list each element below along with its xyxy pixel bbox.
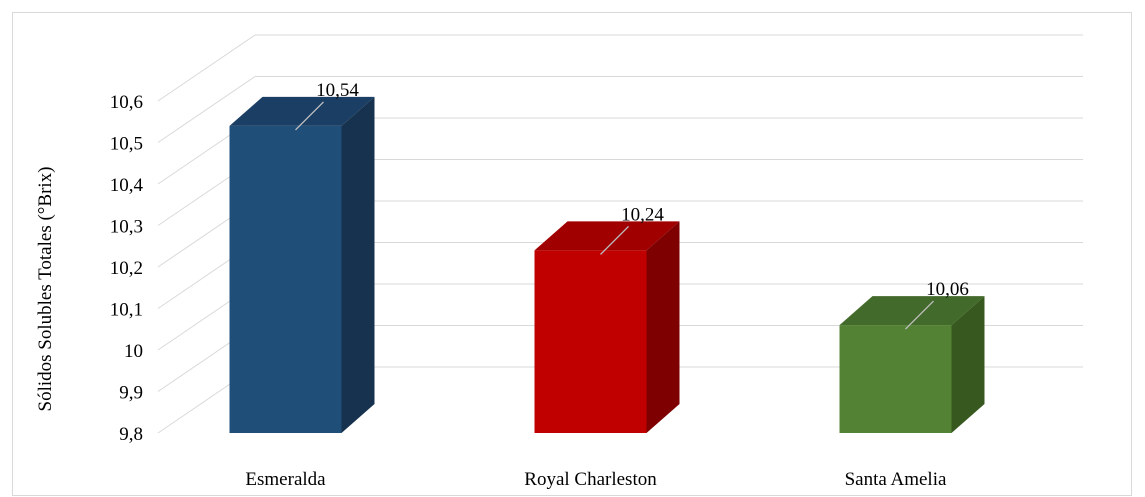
bar-esmeralda bbox=[229, 125, 342, 434]
x-category-label: Esmeralda bbox=[245, 469, 326, 490]
data-label: 10,54 bbox=[316, 80, 359, 101]
chart-frame: 9,8 9,9 10 10,1 10,2 10,3 10,4 10,5 10,6 Esmeral… bbox=[12, 12, 1132, 496]
y-tick-label: 10,1 bbox=[110, 300, 143, 321]
data-label: 10,24 bbox=[621, 204, 664, 225]
y-tick-label: 10,3 bbox=[110, 217, 143, 238]
data-label-leader bbox=[295, 101, 324, 131]
y-tick-label: 9,9 bbox=[119, 383, 143, 404]
data-label-leader bbox=[905, 300, 934, 330]
y-tick-label: 10 bbox=[124, 341, 143, 362]
x-category-label: Royal Charleston bbox=[524, 469, 657, 490]
bar-top-santa-amelia bbox=[839, 296, 985, 326]
chart: 9,8 9,9 10 10,1 10,2 10,3 10,4 10,5 10,6 Esmeral… bbox=[35, 34, 1083, 490]
bar-top-royal-charleston bbox=[534, 221, 680, 251]
gridline-diagonal bbox=[157, 34, 256, 102]
bar-side-santa-amelia bbox=[951, 296, 985, 433]
y-tick-labels: 9,8 9,9 10 10,1 10,2 10,3 10,4 10,5 10,6 bbox=[110, 92, 144, 445]
y-tick-label: 10,4 bbox=[110, 175, 144, 196]
y-tick-label: 10,2 bbox=[110, 258, 143, 279]
x-category-label: Santa Amelia bbox=[845, 469, 947, 490]
bar-side-esmeralda bbox=[341, 96, 375, 434]
y-axis-title: Sólidos Solubles Totales (°Brix) bbox=[35, 166, 56, 411]
bar-santa-amelia bbox=[839, 325, 952, 433]
bar-royal-charleston bbox=[534, 250, 647, 433]
y-tick-label: 10,6 bbox=[110, 92, 143, 113]
bar-top-esmeralda bbox=[229, 96, 375, 126]
gridline-diagonal bbox=[157, 76, 256, 143]
y-tick-label: 10,5 bbox=[110, 134, 143, 155]
bar-side-royal-charleston bbox=[646, 221, 680, 433]
data-labels: 10,54 10,24 10,06 bbox=[295, 80, 969, 330]
data-label: 10,06 bbox=[926, 279, 969, 300]
x-category-labels: Esmeralda Royal Charleston Santa Amelia bbox=[245, 469, 947, 490]
bars bbox=[229, 96, 985, 434]
y-tick-label: 9,8 bbox=[119, 424, 143, 445]
data-label-leader bbox=[600, 225, 629, 255]
